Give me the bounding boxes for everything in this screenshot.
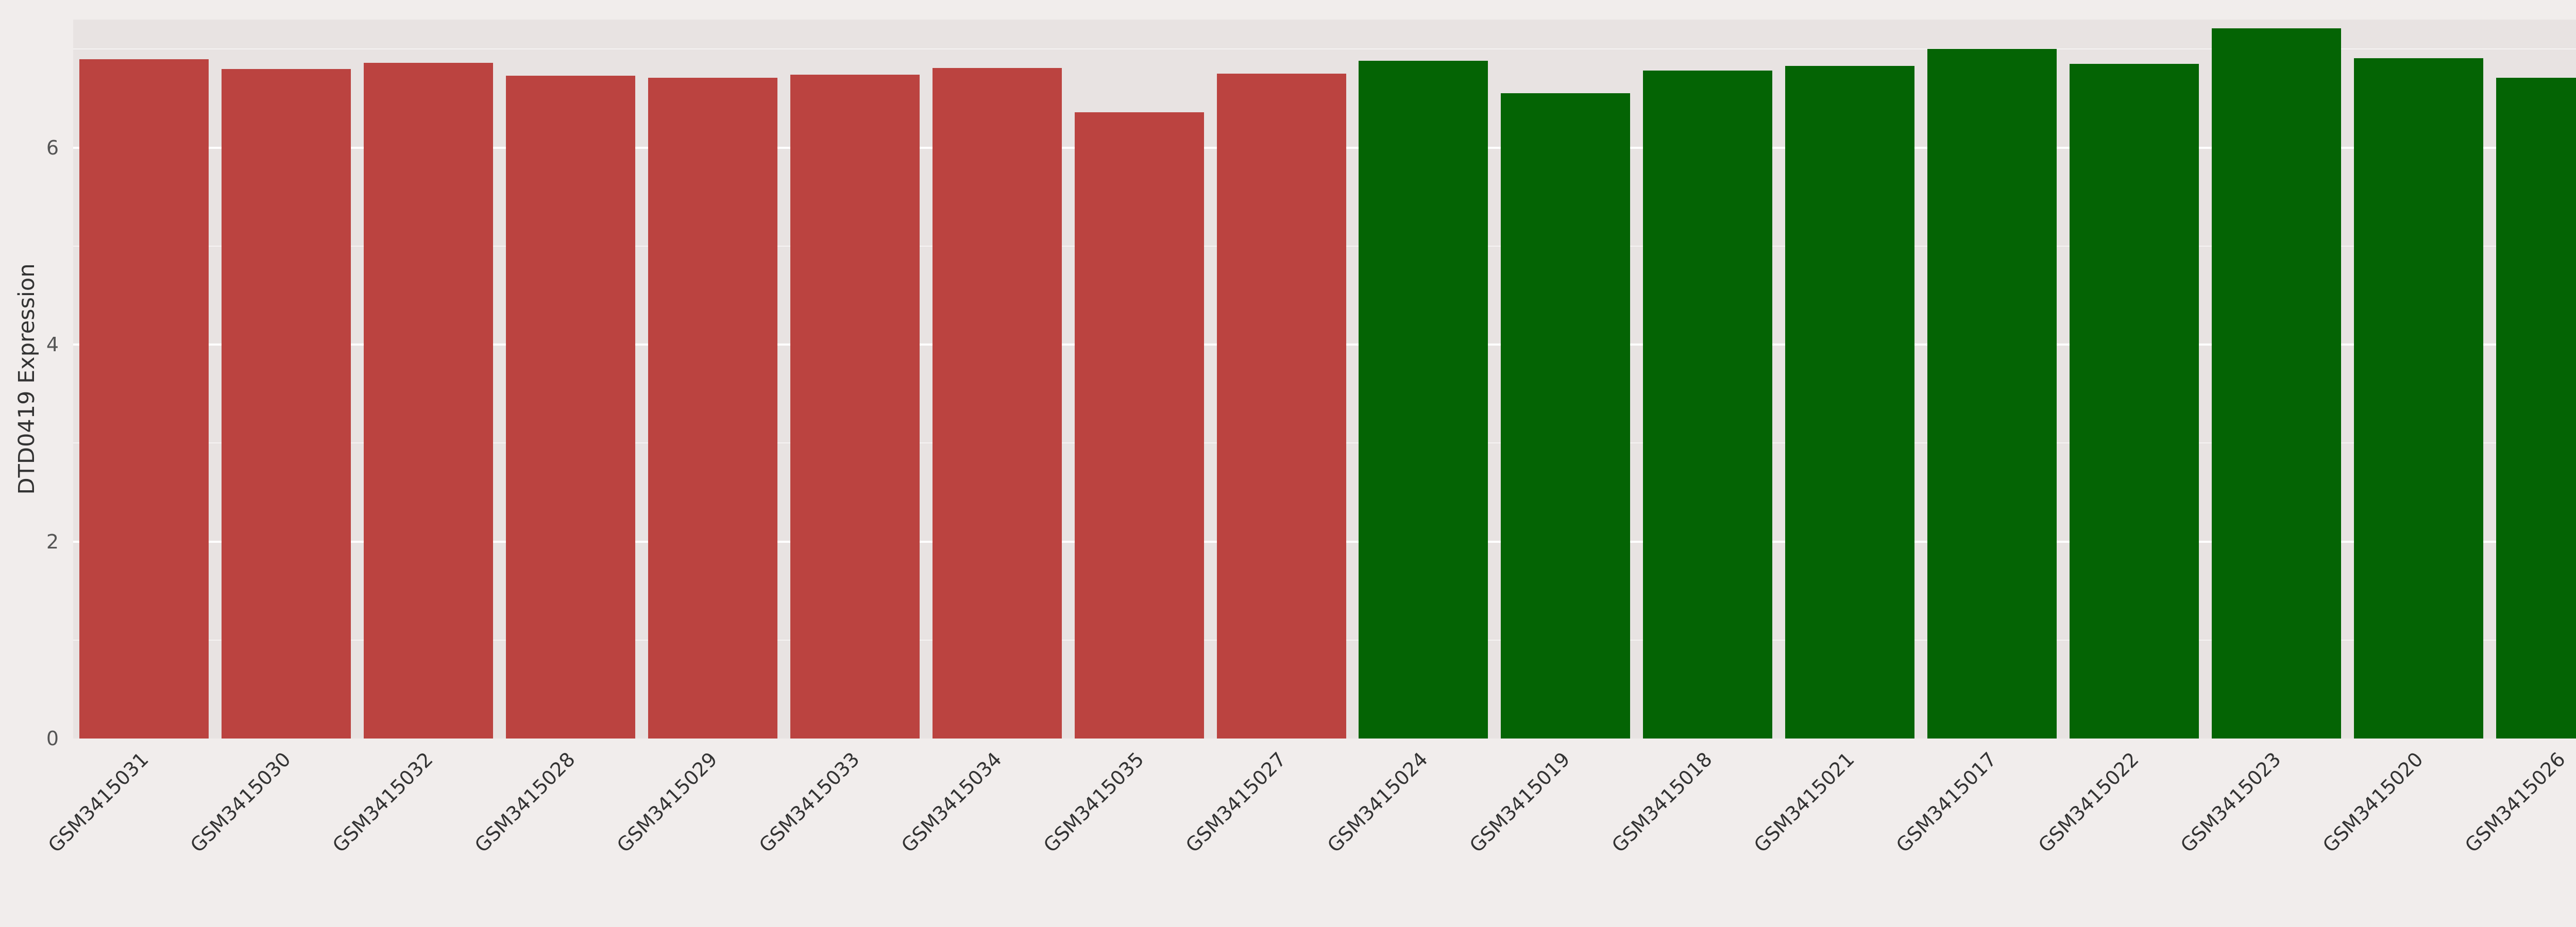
bar-slot: [2489, 20, 2576, 739]
bar-GSM3415028: [506, 76, 636, 739]
x-tick-label: GSM3415033: [754, 748, 864, 857]
bar-slot: [358, 20, 500, 739]
x-tick-label: GSM3415021: [1749, 748, 1859, 857]
bar-slot: [1637, 20, 1779, 739]
y-tick-label: 4: [46, 333, 59, 356]
bar-slot: [2205, 20, 2347, 739]
x-tick-label: GSM3415024: [1323, 748, 1433, 857]
bars-layer: [73, 20, 2576, 739]
bar-GSM3415022: [2069, 64, 2199, 739]
bar-GSM3415020: [2353, 58, 2483, 739]
y-tick-label: 6: [46, 136, 59, 159]
y-tick-label: 0: [46, 727, 59, 750]
x-tick-label: GSM3415023: [2176, 748, 2285, 857]
x-tick-label: GSM3415027: [1181, 748, 1291, 857]
bar-slot: [1779, 20, 1921, 739]
bar-GSM3415019: [1501, 93, 1631, 739]
plot-area: [73, 20, 2576, 739]
bar-GSM3415034: [932, 67, 1062, 739]
minor-gridline: [73, 48, 2576, 50]
x-tick-label: GSM3415019: [1465, 748, 1575, 857]
bar-slot: [926, 20, 1068, 739]
bar-GSM3415021: [1785, 65, 1915, 739]
x-tick-label: GSM3415018: [1607, 748, 1717, 857]
bar-GSM3415017: [1927, 49, 2057, 739]
bar-slot: [2347, 20, 2489, 739]
bar-GSM3415029: [648, 77, 778, 739]
bar-slot: [1352, 20, 1495, 739]
y-tick-label: 2: [46, 530, 59, 553]
bar-GSM3415027: [1216, 74, 1346, 739]
bar-slot: [1210, 20, 1352, 739]
bar-GSM3415035: [1074, 112, 1204, 739]
x-tick-label: GSM3415026: [2460, 748, 2570, 857]
bar-slot: [642, 20, 784, 739]
bar-GSM3415024: [1359, 61, 1488, 739]
bar-GSM3415023: [2211, 28, 2341, 739]
x-tick-label: GSM3415032: [328, 748, 437, 857]
bar-GSM3415026: [2496, 77, 2576, 739]
x-tick-label: GSM3415017: [1891, 748, 2001, 857]
x-tick-label: GSM3415031: [44, 748, 154, 857]
bar-slot: [1921, 20, 2063, 739]
bar-GSM3415031: [79, 59, 209, 739]
x-tick-label: GSM3415022: [2033, 748, 2143, 857]
bar-slot: [2063, 20, 2205, 739]
bar-GSM3415018: [1643, 71, 1773, 739]
bar-GSM3415032: [364, 63, 494, 739]
bar-GSM3415033: [790, 75, 920, 739]
bar-slot: [1495, 20, 1637, 739]
x-axis-labels: GSM3415031 GSM3415030 GSM3415032 GSM3415028…: [44, 739, 2576, 927]
x-tick-label: GSM3415028: [470, 748, 580, 857]
bar-slot: [784, 20, 926, 739]
bar-slot: [1068, 20, 1210, 739]
bar-GSM3415030: [222, 68, 351, 739]
bar-slot: [73, 20, 215, 739]
y-axis-ticks: 0 2 4 6: [0, 20, 66, 748]
x-tick-label: GSM3415029: [612, 748, 722, 857]
x-tick-label: GSM3415034: [896, 748, 1006, 857]
bar-slot: [500, 20, 642, 739]
x-tick-label: GSM3415035: [1039, 748, 1148, 857]
x-tick-label: GSM3415030: [186, 748, 295, 857]
x-tick-label: GSM3415020: [2318, 748, 2428, 857]
bar-slot: [215, 20, 358, 739]
